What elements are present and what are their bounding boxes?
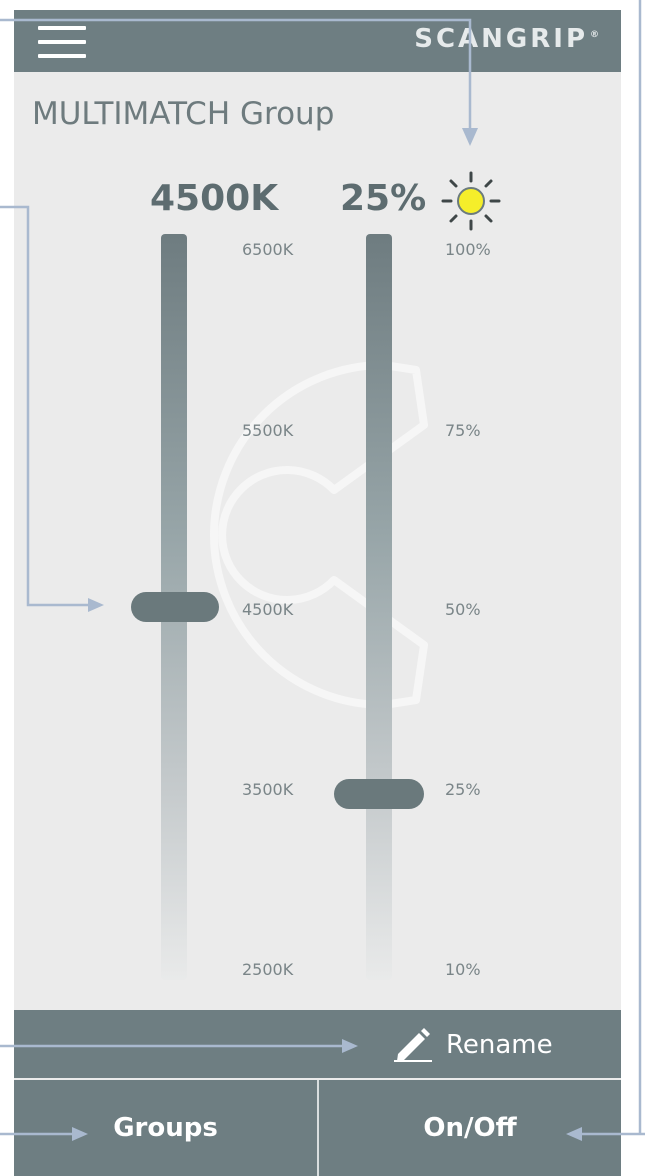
brightness-tick: 10% [445, 960, 481, 979]
brightness-slider-track[interactable] [366, 234, 392, 980]
groups-label: Groups [113, 1113, 218, 1143]
brightness-tick: 25% [445, 780, 481, 799]
groups-button[interactable]: Groups [14, 1080, 317, 1176]
color-temperature-tick: 4500K [242, 600, 294, 619]
color-temperature-tick: 2500K [242, 960, 294, 979]
brightness-tick: 100% [445, 240, 491, 259]
rename-label: Rename [446, 1030, 553, 1060]
nav-divider [317, 1080, 319, 1176]
brightness-slider-thumb[interactable] [334, 779, 424, 809]
app-screen: SCANGRIP ® MULTIMATCH Group 4500K 25% 650… [14, 10, 621, 1176]
hamburger-menu-icon[interactable] [38, 26, 86, 58]
logo-registered-mark: ® [590, 30, 599, 41]
rename-button[interactable]: Rename [14, 1010, 621, 1078]
pencil-icon [394, 1028, 432, 1062]
color-temperature-tick: 5500K [242, 421, 294, 440]
brightness-value: 25% [340, 178, 427, 219]
brightness-tick: 50% [445, 600, 481, 619]
brightness-tick: 75% [445, 421, 481, 440]
scangrip-logo: SCANGRIP ® [414, 24, 599, 54]
on-off-button[interactable]: On/Off [319, 1080, 621, 1176]
sun-icon [441, 171, 501, 231]
color-temperature-tick: 6500K [242, 240, 294, 259]
color-temperature-slider-thumb[interactable] [131, 592, 219, 622]
logo-text: SCANGRIP [414, 24, 588, 54]
on-off-label: On/Off [423, 1113, 517, 1143]
bottom-nav: Groups On/Off [14, 1080, 621, 1176]
top-bar: SCANGRIP ® [14, 10, 621, 72]
scangrip-watermark-logo [210, 361, 428, 709]
group-title: MULTIMATCH Group [32, 96, 335, 132]
color-temperature-tick: 3500K [242, 780, 294, 799]
color-temperature-value: 4500K [150, 178, 279, 219]
